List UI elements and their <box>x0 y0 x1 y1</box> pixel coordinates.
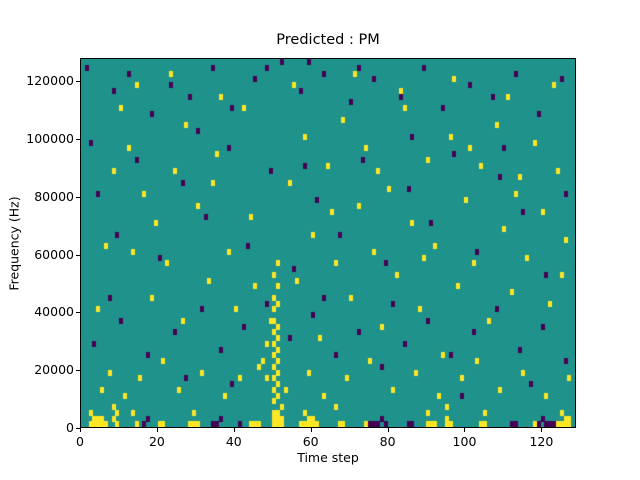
x-tick-label: 100 <box>452 434 477 449</box>
x-tick-mark <box>80 428 81 432</box>
x-tick-mark <box>310 428 312 432</box>
x-tick-label: 120 <box>529 434 554 449</box>
y-tick-mark <box>76 254 80 256</box>
y-tick-mark <box>76 138 80 140</box>
x-tick-mark <box>464 428 466 432</box>
y-tick-mark <box>76 428 80 429</box>
y-tick-mark <box>76 370 80 372</box>
x-tick-mark <box>156 428 158 432</box>
figure-title: Predicted : PM <box>276 32 380 48</box>
y-tick-label: 120000 <box>26 73 74 89</box>
x-tick-label: 60 <box>302 434 319 449</box>
x-tick-mark <box>387 428 389 432</box>
y-tick-mark <box>76 81 80 83</box>
x-tick-mark <box>541 428 543 432</box>
y-tick-label: 0 <box>66 420 74 435</box>
heatmap-canvas <box>81 59 575 427</box>
y-tick-mark <box>76 312 80 314</box>
x-tick-mark <box>233 428 235 432</box>
y-tick-label: 80000 <box>34 188 74 204</box>
x-tick-label: 40 <box>225 434 242 449</box>
plot-area <box>80 58 576 428</box>
y-tick-label: 60000 <box>34 246 74 262</box>
x-tick-label: 0 <box>76 434 84 449</box>
y-tick-label: 40000 <box>34 304 74 320</box>
y-tick-label: 100000 <box>26 130 74 146</box>
y-tick-label: 20000 <box>34 362 74 378</box>
y-tick-mark <box>76 196 80 198</box>
y-axis-label: Frequency (Hz) <box>6 196 22 291</box>
x-tick-label: 80 <box>379 434 396 449</box>
x-tick-label: 20 <box>148 434 165 449</box>
x-axis-label: Time step <box>297 450 359 465</box>
